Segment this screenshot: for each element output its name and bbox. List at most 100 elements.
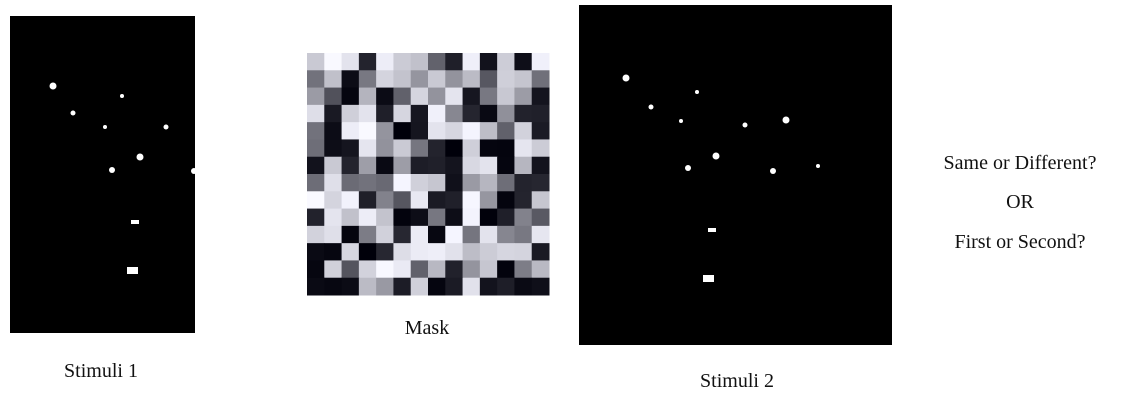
mask-tile (359, 139, 377, 157)
mask-tile (514, 53, 532, 71)
mask-tile (324, 139, 342, 157)
mask-tile (307, 191, 325, 209)
mask-tile (342, 243, 360, 261)
mask-tile (342, 209, 360, 227)
mask-tile (376, 88, 394, 106)
mask-tile (445, 122, 463, 140)
mask-tile (497, 139, 515, 157)
mask-tile (411, 191, 429, 209)
mask-tile (428, 209, 446, 227)
mask-tile (376, 105, 394, 123)
mask-tile (376, 70, 394, 88)
mask-tile (411, 260, 429, 278)
mask-tile (480, 191, 498, 209)
mask-tile (342, 191, 360, 209)
mask-tile (359, 157, 377, 175)
mask-tile (307, 278, 325, 296)
mask-tile (393, 260, 411, 278)
mask-tile (445, 226, 463, 244)
question: OR (1006, 191, 1034, 213)
mask-tile (445, 278, 463, 296)
mask-tile (463, 174, 481, 192)
mask-tile (393, 53, 411, 71)
mask-tile (445, 157, 463, 175)
mask-tile (428, 105, 446, 123)
mask-tile (497, 243, 515, 261)
mask-tile (463, 70, 481, 88)
mask-tile (428, 139, 446, 157)
mask-tile (376, 278, 394, 296)
mask-tile (324, 191, 342, 209)
mask-tile (307, 209, 325, 227)
question: Same or Different? (944, 152, 1097, 174)
mask-tile (376, 122, 394, 140)
mask-tile (532, 226, 550, 244)
mask-tile (411, 139, 429, 157)
mask-tile (532, 191, 550, 209)
mask-tile (532, 70, 550, 88)
mask-tile (514, 260, 532, 278)
mask-tile (532, 122, 550, 140)
mask-tile (480, 209, 498, 227)
mask-tile (514, 105, 532, 123)
mask-tile (463, 226, 481, 244)
mask (307, 53, 550, 296)
mask-tile (411, 209, 429, 227)
mask-tile (359, 209, 377, 227)
mask-tile (324, 226, 342, 244)
mask-tile (359, 174, 377, 192)
label: Mask (405, 317, 449, 339)
mask-tile (497, 105, 515, 123)
mask-tile (497, 278, 515, 296)
mask-tile (480, 53, 498, 71)
mask-tile (359, 105, 377, 123)
mask-tile (411, 88, 429, 106)
page: Stimuli 1 Mask Stimuli 2 Same or Differe… (0, 0, 1140, 392)
mask-tile (480, 70, 498, 88)
mask-tile (532, 174, 550, 192)
mask-tile (428, 174, 446, 192)
mask-tile (376, 174, 394, 192)
mask-tile (342, 122, 360, 140)
mask-tile (445, 209, 463, 227)
mask-tile (463, 157, 481, 175)
mask-tile (393, 157, 411, 175)
mask-tile (428, 278, 446, 296)
mask-tile (428, 157, 446, 175)
mask-tile (497, 122, 515, 140)
label: Stimuli 1 (64, 360, 138, 382)
mask-tile (445, 70, 463, 88)
mask-tile (393, 226, 411, 244)
stimulus-2 (579, 5, 892, 345)
mask-tile (342, 278, 360, 296)
mask-tile (497, 260, 515, 278)
mask-tile (393, 88, 411, 106)
mask-tile (324, 105, 342, 123)
mask-tile (342, 157, 360, 175)
mask-tile (445, 191, 463, 209)
mask-tile (514, 226, 532, 244)
mask-tile (514, 243, 532, 261)
mask-tile (307, 88, 325, 106)
mask-tile (342, 88, 360, 106)
mask-tile (428, 88, 446, 106)
mask-tile (324, 260, 342, 278)
mask-tile (532, 139, 550, 157)
mask-tile (342, 70, 360, 88)
question: First or Second? (954, 231, 1085, 253)
mask-tile (307, 70, 325, 88)
mask-tile (307, 53, 325, 71)
label: Stimuli 2 (700, 370, 774, 392)
mask-tile (463, 105, 481, 123)
mask-tile (307, 157, 325, 175)
mask-tile (463, 53, 481, 71)
mask-tile (428, 53, 446, 71)
mask-tile (463, 88, 481, 106)
mask-tile (497, 88, 515, 106)
mask-tile (324, 122, 342, 140)
stimulus-1 (10, 16, 195, 333)
mask-tile (376, 209, 394, 227)
mask-tile (463, 260, 481, 278)
mask-tile (307, 122, 325, 140)
mask-tile (445, 105, 463, 123)
